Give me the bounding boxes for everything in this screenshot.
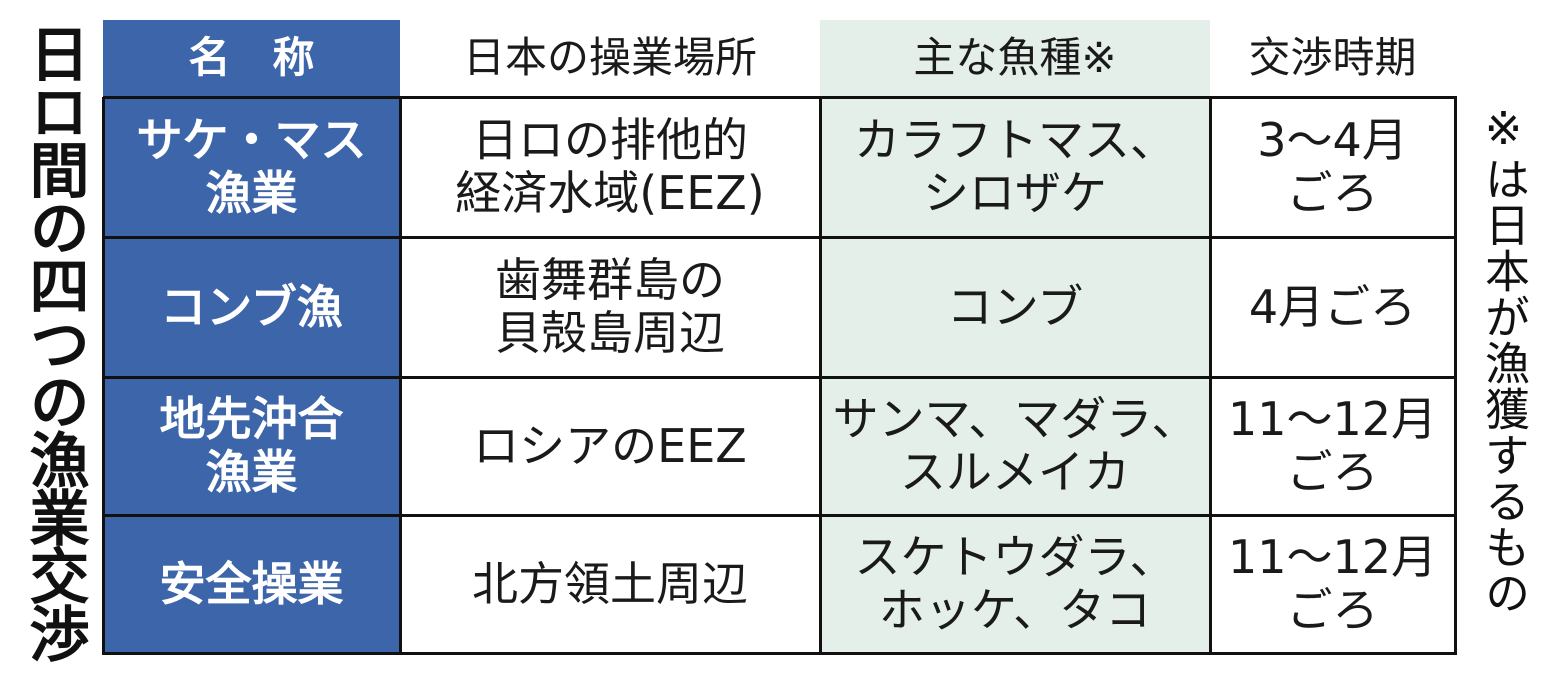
footnote: ※は日本が漁獲するもの <box>1477 102 1530 616</box>
table-cell: 4月ごろ <box>1248 279 1417 334</box>
table-cell: 北方領土周辺 <box>472 556 748 611</box>
row-border <box>103 376 1457 379</box>
table-cell: 3～4月 ごろ <box>1257 113 1408 220</box>
column-border <box>819 97 822 655</box>
column-header: 交渉時期 <box>1248 33 1417 83</box>
table-cell: コンブ <box>820 237 1210 377</box>
row-border <box>103 236 1457 239</box>
table-cell: 11～12月 ごろ <box>1227 530 1438 637</box>
table-cell: 日ロの排他的 経済水域(EEZ) <box>455 113 765 220</box>
row-header: 安全操業 <box>103 515 400 653</box>
row-header: 地先沖合 漁業 <box>103 377 400 515</box>
column-header: 主な魚種※ <box>820 20 1210 97</box>
row-border <box>103 652 1457 655</box>
column-border <box>1209 97 1212 655</box>
row-header: サケ・マス 漁業 <box>103 97 400 237</box>
table-cell: スケトウダラ、 ホッケ、タコ <box>820 515 1210 653</box>
table-cell: サンマ、マダラ、 スルメイカ <box>820 377 1210 515</box>
table-cell: 11～12月 ごろ <box>1227 392 1438 499</box>
table-cell: 歯舞群島の 貝殻島周辺 <box>495 253 725 360</box>
table-cell: ロシアのEEZ <box>473 418 747 473</box>
row-border <box>103 96 1457 99</box>
row-header: コンブ漁 <box>103 237 400 377</box>
column-border <box>399 97 402 655</box>
column-border <box>102 97 105 655</box>
title: 日ロ間の四つの漁業交渉 <box>19 23 89 661</box>
column-header: 日本の操業場所 <box>462 33 757 83</box>
row-border <box>103 514 1457 517</box>
table-cell: カラフトマス、 シロザケ <box>820 97 1210 237</box>
column-header: 名 称 <box>103 20 400 97</box>
column-border <box>1454 97 1457 655</box>
